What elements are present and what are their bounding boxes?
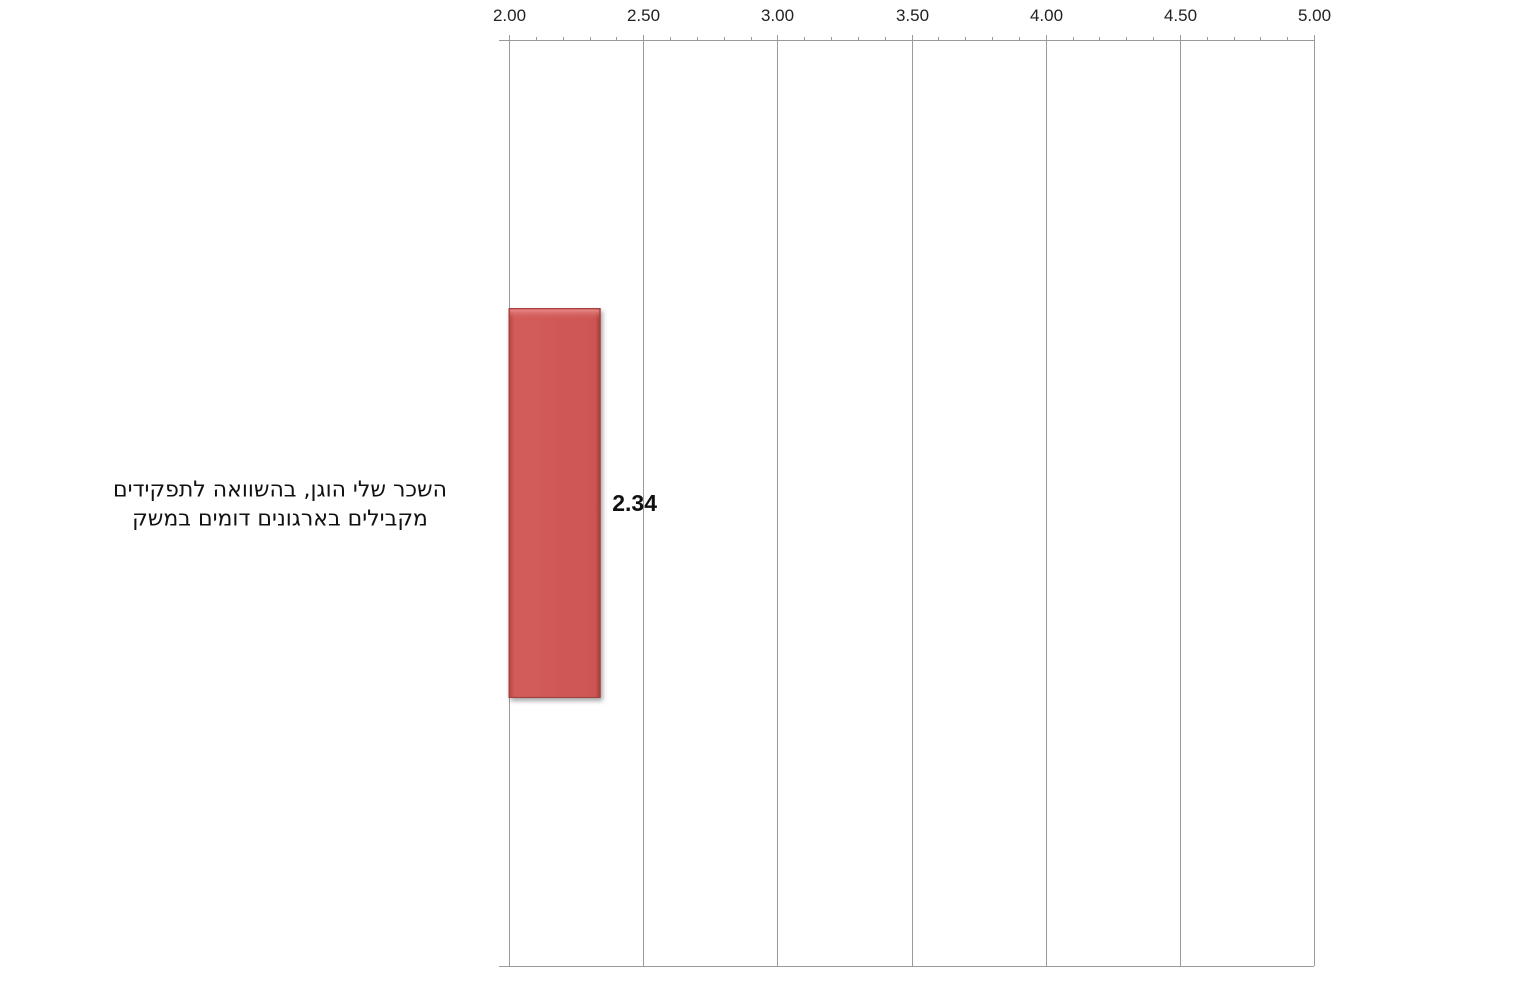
x-axis: 2.00 2.50 3.00 3.50 4.00 4.50 5.00 [493,6,1331,967]
data-label: 2.34 [612,490,657,516]
gridlines [509,40,1315,966]
category-label: מקבילים בארגונים דומים במשק [132,507,428,532]
x-tick-label: 2.00 [493,6,526,25]
x-tick-label: 4.00 [1030,6,1063,25]
bars [508,308,601,698]
x-tick-label: 2.50 [627,6,660,25]
x-tick-label: 5.00 [1298,6,1331,25]
plot-area: 2.00 2.50 3.00 3.50 4.00 4.50 5.00 2.34 השכר של… [113,6,1331,967]
bar [508,308,601,698]
bar-highlight [510,309,600,320]
labels: 2.34 השכר שלי הוגן, בהשוואה לתפקידים מקביל… [113,478,657,532]
x-tick-label: 4.50 [1164,6,1197,25]
x-tick-label: 3.50 [896,6,929,25]
bar-group [508,308,601,698]
x-tick-label: 3.00 [761,6,794,25]
category-label: השכר שלי הוגן, בהשוואה לתפקידים [113,478,447,503]
